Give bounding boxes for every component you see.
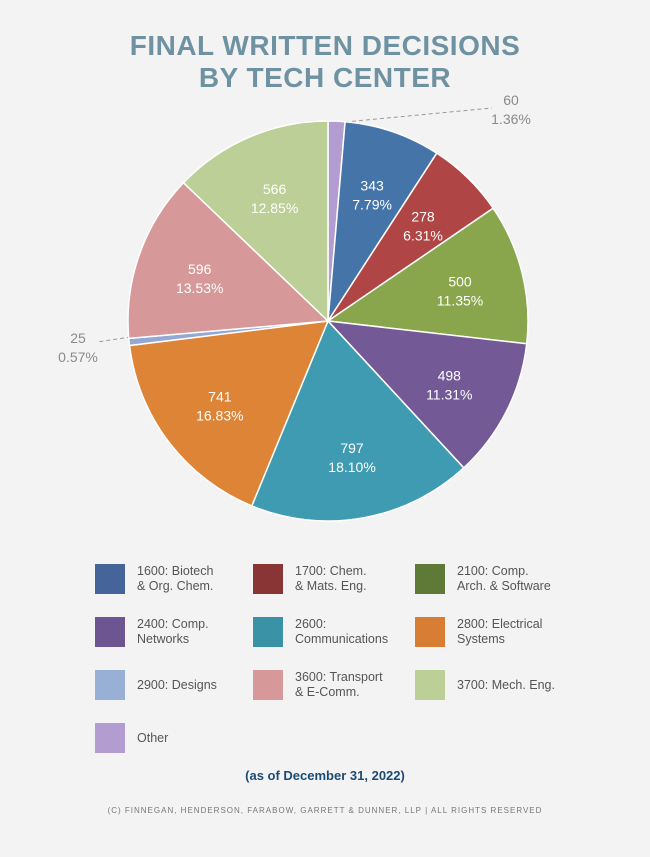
pie-chart: 60 1.36% 343 7.79% 278 6.31% 500 11.35% 498 11.31… bbox=[58, 92, 531, 522]
legend-label-5: 2800: Electrical Systems bbox=[457, 617, 543, 646]
slice-percent-label-3: 11.35% bbox=[437, 292, 483, 308]
legend-label-4: 2600: Communications bbox=[295, 617, 389, 646]
slice-value-label-7: 25 bbox=[70, 330, 86, 346]
legend-swatch-1 bbox=[253, 564, 283, 594]
legend-swatch-9 bbox=[95, 723, 125, 753]
slice-value-label-9: 566 bbox=[263, 181, 287, 197]
legend-swatch-5 bbox=[415, 617, 445, 647]
legend-item-6: 2900: Designs bbox=[95, 668, 257, 702]
legend-item-7: 3600: Transport & E-Comm. bbox=[253, 668, 415, 702]
chart-title: FINAL WRITTEN DECISIONS BY TECH CENTER bbox=[0, 30, 650, 94]
legend-label-2: 2100: Comp. Arch. & Software bbox=[457, 564, 551, 593]
legend-item-1: 1700: Chem. & Mats. Eng. bbox=[253, 562, 415, 596]
slice-percent-label-7: 0.57% bbox=[58, 349, 98, 365]
slice-value-label-1: 343 bbox=[360, 177, 384, 193]
as-of-note: (as of December 31, 2022) bbox=[245, 768, 405, 783]
pie-slice-4 bbox=[326, 320, 528, 469]
legend-label-3: 2400: Comp. Networks bbox=[137, 617, 209, 646]
legend-label-8: 3700: Mech. Eng. bbox=[457, 677, 555, 692]
pie-slice-3 bbox=[325, 207, 529, 345]
legend-label-6: 2900: Designs bbox=[137, 677, 217, 692]
leader-line-7 bbox=[96, 336, 132, 343]
pie-slice-5 bbox=[250, 319, 465, 522]
slice-percent-label-9: 12.85% bbox=[251, 200, 298, 216]
slice-value-label-6: 741 bbox=[208, 388, 232, 404]
legend-swatch-0 bbox=[95, 564, 125, 594]
legend-swatch-2 bbox=[415, 564, 445, 594]
slice-percent-label-8: 13.53% bbox=[176, 280, 223, 296]
legend-swatch-7 bbox=[253, 670, 283, 700]
slice-percent-label-1: 7.79% bbox=[352, 196, 392, 212]
leader-line-0 bbox=[344, 107, 493, 123]
legend-item-0: 1600: Biotech & Org. Chem. bbox=[95, 562, 257, 596]
slice-value-label-0: 60 bbox=[503, 92, 519, 108]
legend-item-2: 2100: Comp. Arch. & Software bbox=[415, 562, 577, 596]
slice-value-label-5: 797 bbox=[340, 440, 364, 456]
chart-title-line-1: FINAL WRITTEN DECISIONS bbox=[129, 30, 521, 61]
slice-value-label-4: 498 bbox=[438, 368, 462, 384]
pie-slice-1 bbox=[327, 120, 438, 322]
slice-value-label-3: 500 bbox=[448, 273, 472, 289]
pie-slice-9 bbox=[182, 120, 329, 323]
legend-label-0: 1600: Biotech & Org. Chem. bbox=[137, 564, 214, 593]
pie-slice-6 bbox=[128, 320, 330, 507]
slice-percent-label-2: 6.31% bbox=[403, 228, 443, 244]
legend-item-5: 2800: Electrical Systems bbox=[415, 615, 577, 649]
legend-item-8: 3700: Mech. Eng. bbox=[415, 668, 577, 702]
legend-swatch-3 bbox=[95, 617, 125, 647]
legend-swatch-8 bbox=[415, 670, 445, 700]
legend-label-7: 3600: Transport & E-Comm. bbox=[295, 670, 383, 699]
slice-value-label-2: 278 bbox=[411, 209, 435, 225]
legend-item-3: 2400: Comp. Networks bbox=[95, 615, 257, 649]
legend-swatch-4 bbox=[253, 617, 283, 647]
legend-item-4: 2600: Communications bbox=[253, 615, 415, 649]
copyright-notice: (C) FINNEGAN, HENDERSON, FARABOW, GARRET… bbox=[107, 806, 543, 815]
pie-slice-8 bbox=[127, 181, 330, 340]
legend-swatch-6 bbox=[95, 670, 125, 700]
chart-title-line-2: BY TECH CENTER bbox=[198, 62, 452, 93]
slice-percent-label-0: 1.36% bbox=[491, 111, 531, 127]
legend-item-9: Other bbox=[95, 721, 257, 755]
slice-value-label-8: 596 bbox=[188, 261, 212, 277]
legend-label-1: 1700: Chem. & Mats. Eng. bbox=[295, 564, 367, 593]
slice-percent-label-5: 18.10% bbox=[328, 459, 375, 475]
legend-label-9: Other bbox=[137, 730, 169, 745]
slice-percent-label-4: 11.31% bbox=[426, 387, 472, 403]
slice-percent-label-6: 16.83% bbox=[196, 407, 243, 423]
